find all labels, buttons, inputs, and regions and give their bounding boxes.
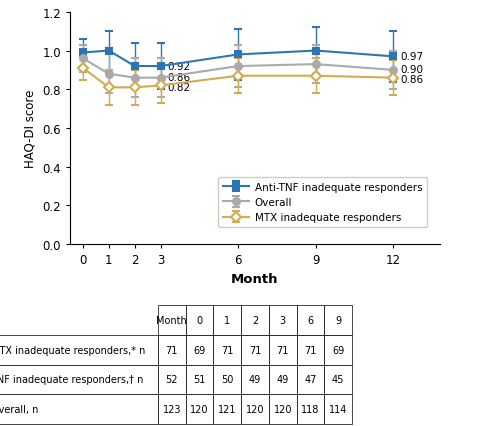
Text: 0.92: 0.92: [167, 62, 190, 72]
Text: 0.90: 0.90: [400, 65, 423, 75]
Legend: Anti-TNF inadequate responders, Overall, MTX inadequate responders: Anti-TNF inadequate responders, Overall,…: [218, 177, 428, 228]
Y-axis label: HAQ-DI score: HAQ-DI score: [24, 89, 36, 168]
X-axis label: Month: Month: [231, 272, 279, 285]
Text: 0.82: 0.82: [167, 83, 190, 93]
Text: 0.97: 0.97: [400, 52, 423, 62]
Text: 0.86: 0.86: [167, 72, 190, 83]
Text: 0.86: 0.86: [400, 75, 423, 84]
